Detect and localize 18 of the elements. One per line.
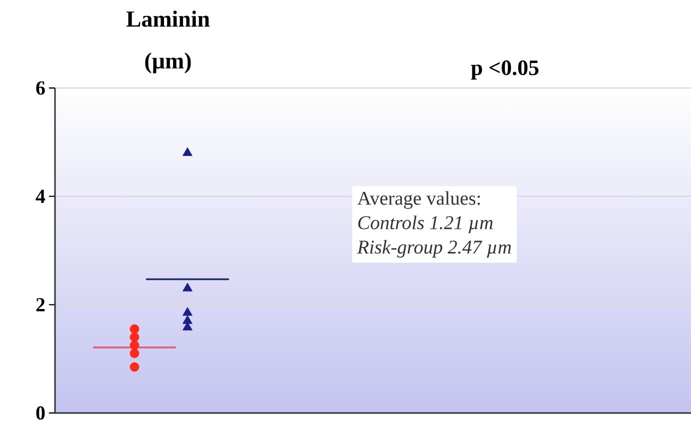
chart-title: Laminin (µm)	[126, 10, 210, 74]
annotation: Average values:	[357, 191, 480, 209]
y-tick-label: 4	[36, 190, 46, 203]
point	[130, 340, 140, 350]
y-tick-label: 6	[36, 81, 45, 95]
point	[130, 332, 140, 342]
point	[130, 348, 140, 358]
point	[130, 324, 140, 334]
text: p <0.05	[471, 60, 538, 80]
y-tick-label: 0	[36, 406, 45, 420]
point	[182, 282, 192, 292]
annotation: Controls 1.21 µm	[358, 216, 493, 234]
annotation: Risk-group 2.47 µm	[357, 240, 511, 258]
point	[130, 362, 140, 372]
point	[182, 147, 192, 156]
y-tick-label: 2	[36, 298, 45, 312]
point	[182, 315, 192, 324]
point	[182, 307, 192, 316]
